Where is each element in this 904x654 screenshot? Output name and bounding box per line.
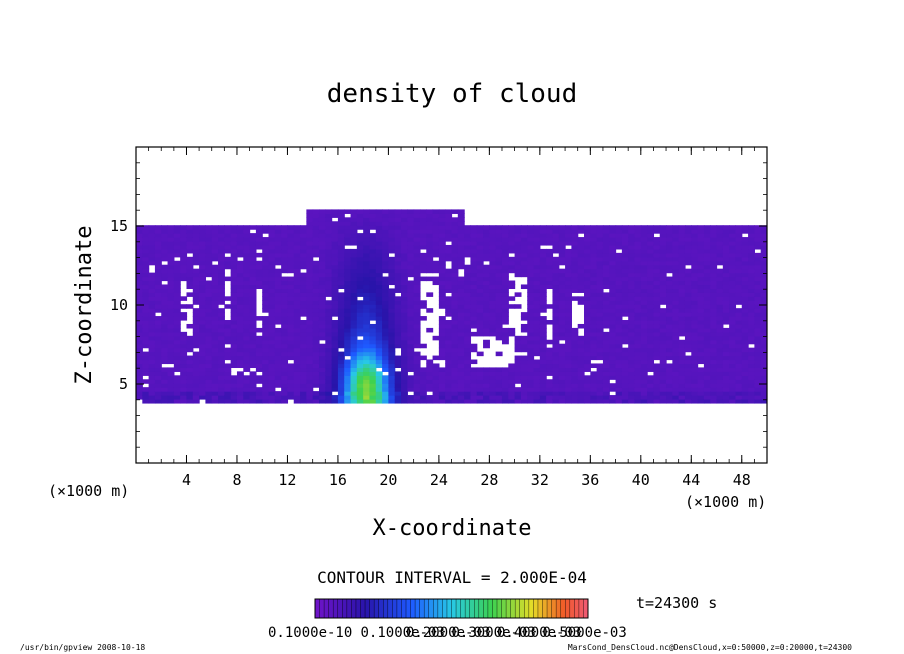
colorbar-segment [319,599,325,618]
colorbar-segment [410,599,416,618]
x-tick-label: 40 [632,471,650,489]
colorbar-segment [446,599,452,618]
colorbar-segment [374,599,380,618]
footer-left: /usr/bin/gpview 2008-10-18 [20,643,145,652]
colorbar-segment [565,599,571,618]
colorbar-segment [437,599,443,618]
colorbar-label: 0.1000e-10 [268,625,352,641]
colorbar-label: 0.1000e-03 [361,625,445,641]
chart-title: density of cloud [327,79,577,109]
x-axis-label: X-coordinate [373,516,532,541]
colorbar-segment [506,599,512,618]
colorbar-segment [474,599,480,618]
colorbar-segment [401,599,407,618]
colorbar-segment [578,599,584,618]
colorbar-segment [528,599,534,618]
colorbar-segment [542,599,548,618]
colorbar-segment [328,599,334,618]
colorbar-segment [369,599,375,618]
colorbar-segment [560,599,566,618]
colorbar-segment [478,599,484,618]
colorbar-segment [419,599,425,618]
colorbar-segment [442,599,448,618]
contour-interval: CONTOUR INTERVAL = 2.000E-04 [317,568,587,587]
x-tick-label: 28 [480,471,498,489]
x-tick-label: 4 [182,471,191,489]
x-tick-label: 12 [278,471,296,489]
colorbar-label: 0.5000e-03 [543,625,627,641]
colorbar-segment [355,599,361,618]
colorbar-segment [415,599,421,618]
colorbar-segment [537,599,543,618]
colorbar-segment [333,599,339,618]
colorbar-segment [342,599,348,618]
colorbar-segment [551,599,557,618]
y-tick-label: 10 [110,296,128,314]
colorbar-segment [378,599,384,618]
colorbar-segment [492,599,498,618]
colorbar-segment [346,599,352,618]
colorbar-segment [383,599,389,618]
plot-area [136,209,767,404]
colorbar-labels: 0.1000e-10 0.1000e-030.2000e-030.3000e-03… [268,625,627,641]
colorbar-label: 0.3000e-03 [452,625,536,641]
x-tick-label: 8 [232,471,241,489]
colorbar-segment [456,599,462,618]
x-tick-label: 36 [581,471,599,489]
colorbar-segment [324,599,330,618]
colorbar-segment [569,599,575,618]
colorbar-segment [351,599,357,618]
colorbar-segment [396,599,402,618]
colorbar-segment [387,599,393,618]
colorbar-segment [519,599,525,618]
y-tick-label: 15 [110,217,128,235]
x-tick-label: 20 [379,471,397,489]
colorbar-segment [524,599,530,618]
colorbar-segment [424,599,430,618]
colorbar-segment [392,599,398,618]
x-unit-right: (×1000 m) [685,493,766,511]
colorbar-segment [465,599,471,618]
colorbar-segment [451,599,457,618]
colorbar-segment [515,599,521,618]
colorbar-frame [314,598,589,619]
y-axis-label: Z-coordinate [72,226,97,385]
time-label: t=24300 s [636,594,717,612]
y-tick-label: 5 [119,375,128,393]
x-tick-label: 32 [531,471,549,489]
colorbar-segment [469,599,475,618]
colorbar-segment [428,599,434,618]
colorbar [314,599,589,618]
x-unit-left: (×1000 m) [48,482,129,500]
colorbar-segment [360,599,366,618]
colorbar-segment [365,599,371,618]
colorbar-label: 0.4000e-03 [497,625,581,641]
x-tick-label: 44 [682,471,700,489]
footer-right: MarsCond_DensCloud.nc@DensCloud,x=0:5000… [568,643,852,652]
colorbar-segment [483,599,489,618]
x-tick-label: 48 [733,471,751,489]
colorbar-segment [497,599,503,618]
colorbar-segment [533,599,539,618]
colorbar-segment [501,599,507,618]
colorbar-segment [487,599,493,618]
colorbar-label: 0.2000e-03 [406,625,490,641]
x-tick-label: 16 [329,471,347,489]
colorbar-segment [547,599,553,618]
colorbar-segment [510,599,516,618]
colorbar-segment [433,599,439,618]
colorbar-segment [583,599,589,618]
colorbar-segment [574,599,580,618]
colorbar-segment [406,599,412,618]
colorbar-segment [315,599,321,618]
colorbar-segment [460,599,466,618]
colorbar-segment [337,599,343,618]
colorbar-segment [556,599,562,618]
x-tick-label: 24 [430,471,448,489]
